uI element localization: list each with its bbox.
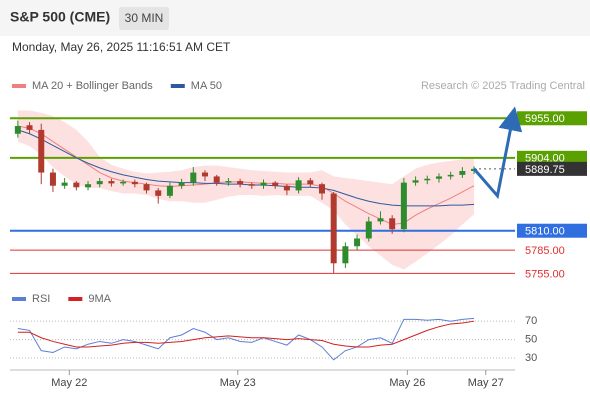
y-tick-label: 30 bbox=[525, 352, 537, 364]
candle-body bbox=[49, 172, 56, 186]
title: S&P 500 (CME) bbox=[10, 9, 110, 25]
candle-body bbox=[96, 181, 103, 185]
candle-body bbox=[248, 184, 255, 186]
candle-body bbox=[283, 185, 290, 191]
candle-body bbox=[131, 181, 138, 185]
last-price-label: 5889.75 bbox=[525, 164, 565, 176]
candle-body bbox=[190, 172, 197, 183]
level-label: 5955.00 bbox=[525, 113, 565, 125]
candle-body bbox=[424, 178, 431, 181]
y-tick-label: 50 bbox=[525, 334, 537, 346]
x-tick-label: May 23 bbox=[220, 377, 256, 389]
candle-body bbox=[73, 182, 80, 188]
interval[interactable]: 30 MIN bbox=[125, 11, 164, 25]
candle-body bbox=[14, 126, 21, 134]
candle-body bbox=[61, 182, 68, 186]
level-label-box bbox=[517, 223, 587, 238]
y-tick-label: 70 bbox=[525, 315, 537, 327]
candle-body bbox=[38, 129, 45, 173]
legend-label: RSI bbox=[32, 293, 50, 305]
level-label-box bbox=[517, 150, 587, 165]
candle-body bbox=[202, 172, 209, 177]
legend-swatch bbox=[68, 297, 83, 301]
level-label: 5755.00 bbox=[525, 268, 565, 280]
legend-swatch bbox=[170, 84, 185, 88]
credit: Research © 2025 Trading Central bbox=[421, 80, 585, 92]
rsi-line bbox=[17, 320, 475, 348]
ma-line bbox=[17, 129, 475, 207]
candle-body bbox=[143, 184, 150, 191]
level-label: 5810.00 bbox=[525, 226, 565, 238]
candle-body bbox=[237, 181, 244, 185]
legend-swatch bbox=[12, 84, 26, 88]
legend-swatch bbox=[12, 297, 26, 301]
ma-line bbox=[17, 125, 475, 226]
x-tick-label: May 26 bbox=[389, 377, 425, 389]
candle-body bbox=[377, 218, 384, 222]
legend-label: 9MA bbox=[88, 293, 111, 305]
candle-body bbox=[389, 218, 396, 230]
x-tick-label: May 27 bbox=[468, 377, 504, 389]
candle-body bbox=[307, 180, 314, 185]
legend-label: MA 20 + Bollinger Bands bbox=[32, 80, 153, 92]
candle-body bbox=[166, 185, 173, 196]
candle-body bbox=[342, 246, 349, 264]
x-tick-label: May 22 bbox=[51, 377, 87, 389]
candle-body bbox=[354, 238, 361, 247]
level-label-box bbox=[517, 111, 587, 126]
candle-body bbox=[447, 174, 454, 177]
candle-body bbox=[412, 180, 419, 183]
legend-label: MA 50 bbox=[191, 80, 222, 92]
forecast-arrow bbox=[472, 106, 523, 200]
candle-body bbox=[155, 190, 162, 196]
header-bar bbox=[0, 0, 590, 36]
candle-body bbox=[400, 182, 407, 230]
level-label: 5904.00 bbox=[525, 153, 565, 165]
candle-body bbox=[178, 182, 185, 186]
rsi-line bbox=[17, 317, 475, 361]
candle-body bbox=[295, 180, 302, 191]
candle-body bbox=[120, 181, 127, 184]
last-price-box bbox=[517, 161, 587, 176]
interval-button[interactable] bbox=[119, 7, 169, 30]
candle-body bbox=[225, 181, 232, 183]
candle-body bbox=[365, 221, 372, 239]
candle-body bbox=[318, 184, 325, 194]
candle-body bbox=[272, 182, 279, 186]
candle-body bbox=[459, 171, 466, 175]
candle-body bbox=[260, 182, 267, 186]
candle-body bbox=[213, 176, 220, 183]
level-label: 5785.00 bbox=[525, 245, 565, 257]
candle-body bbox=[85, 184, 92, 188]
candle-body bbox=[26, 125, 33, 130]
candle-body bbox=[330, 193, 337, 264]
datetime: Monday, May 26, 2025 11:16:51 AM CET bbox=[12, 40, 231, 54]
candle-body bbox=[108, 181, 115, 184]
candle-body bbox=[435, 176, 442, 179]
